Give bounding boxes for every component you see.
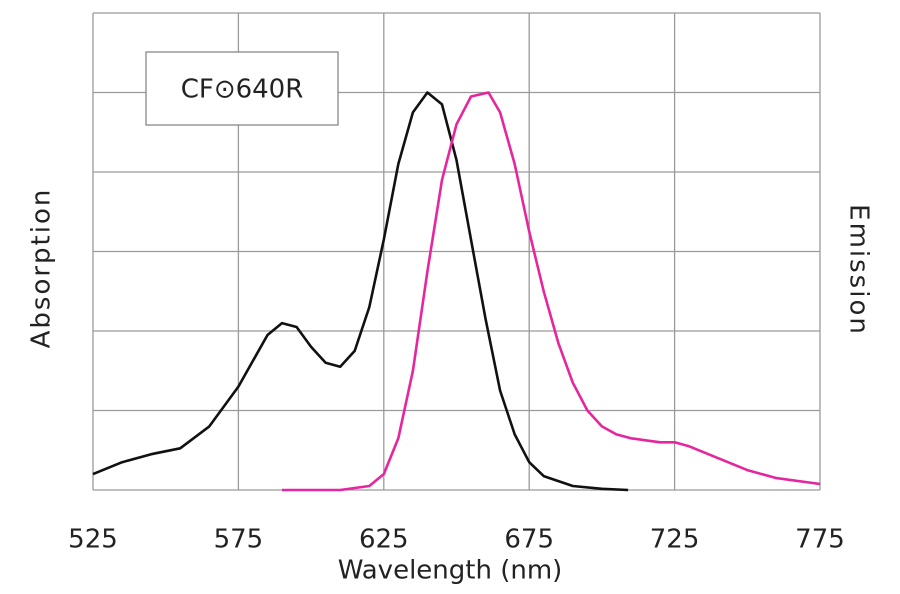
x-axis-label: Wavelength (nm) bbox=[338, 556, 563, 586]
x-tick-label: 525 bbox=[68, 525, 118, 555]
x-tick-label: 575 bbox=[214, 525, 264, 555]
x-tick-label: 725 bbox=[650, 525, 700, 555]
y2-axis-label: Emission bbox=[844, 204, 874, 336]
line-series bbox=[282, 91, 821, 492]
line-series bbox=[92, 91, 629, 492]
legend-box bbox=[145, 51, 339, 126]
x-tick-label: 775 bbox=[795, 525, 845, 555]
legend-text: CF⊙640R bbox=[181, 75, 304, 105]
x-tick-label: 675 bbox=[504, 525, 554, 555]
x-tick-label: 625 bbox=[359, 525, 409, 555]
y-axis-label: Absorption bbox=[27, 188, 57, 349]
